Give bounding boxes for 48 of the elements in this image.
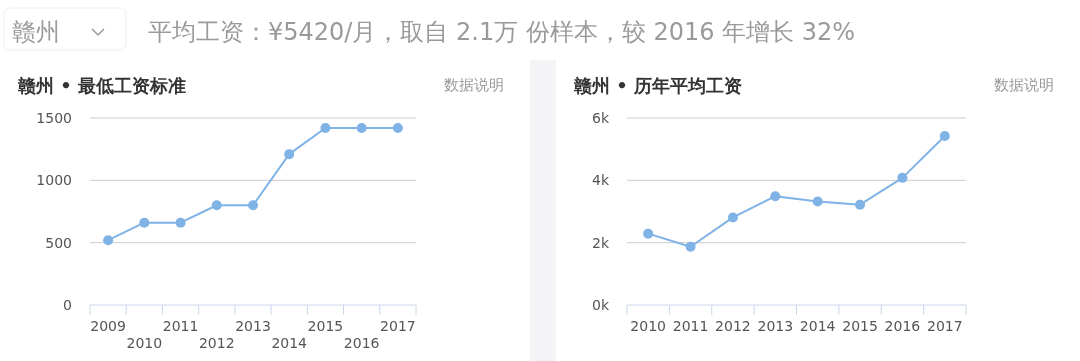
point: [211, 200, 222, 211]
text: 平均工资：¥5420/月，取自 2.1万 份样本，较 2016 年增长 32%: [148, 18, 856, 46]
point: [284, 149, 295, 160]
x-tick-label: 2013: [757, 318, 794, 334]
y-tick-label: 6k: [591, 110, 610, 126]
y-tick-label: 0: [63, 297, 72, 313]
point: [770, 191, 781, 202]
x-tick-label: 2015: [842, 318, 878, 334]
y-tick-label: 2k: [591, 234, 610, 251]
point: [248, 200, 258, 211]
point: [897, 172, 908, 183]
x-tick-label: 2014: [271, 335, 308, 351]
y-tick-label: 0k: [591, 297, 610, 313]
x-tick-label: 2015: [307, 318, 344, 334]
x-tick-label: 2012: [715, 318, 751, 334]
point: [392, 122, 403, 133]
x-tick-label: 2016: [343, 335, 380, 351]
x-tick-label: 2011: [672, 318, 709, 334]
text: 赣州: [12, 18, 60, 46]
point: [643, 228, 654, 239]
text: 数据说明: [444, 76, 504, 94]
point: [685, 241, 696, 252]
point: [320, 122, 331, 133]
x-tick-label: 2012: [198, 335, 235, 351]
x-tick-label: 2017: [380, 318, 416, 334]
x-tick-label: 2011: [162, 318, 199, 334]
y-tick-label: 1000: [36, 172, 72, 189]
point: [139, 217, 150, 228]
chart-title: 赣州 • 最低工资标准: [17, 75, 187, 96]
x-tick-label: 2010: [126, 335, 163, 351]
x-tick-label: 2014: [799, 318, 836, 334]
x-tick-label: 2010: [630, 318, 667, 334]
point: [855, 199, 866, 210]
text: 数据说明: [994, 76, 1054, 94]
point: [812, 196, 823, 207]
point: [939, 131, 950, 142]
y-tick-label: 500: [45, 234, 72, 251]
x-tick-label: 2017: [926, 318, 963, 334]
x-tick-label: 2013: [235, 318, 271, 334]
point: [103, 235, 114, 246]
y-tick-label: 4k: [591, 172, 610, 189]
point: [727, 212, 738, 223]
point: [175, 217, 186, 228]
y-tick-label: 1500: [36, 110, 72, 126]
x-tick-label: 2009: [90, 318, 126, 334]
chart-title: 赣州 • 历年平均工资: [573, 75, 743, 96]
point: [356, 122, 367, 133]
x-tick-label: 2016: [884, 318, 921, 334]
